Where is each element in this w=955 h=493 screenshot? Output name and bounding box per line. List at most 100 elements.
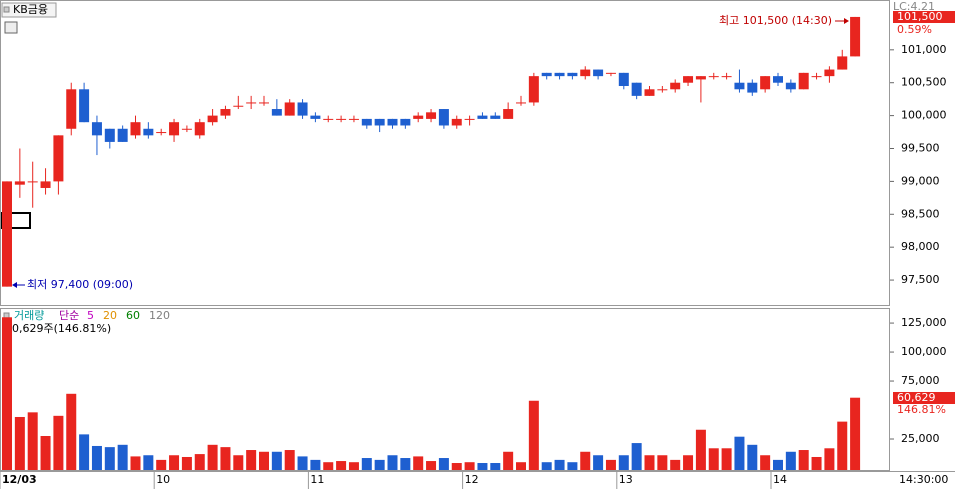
volume-bar xyxy=(451,463,462,470)
volume-bar xyxy=(798,450,809,470)
volume-bar xyxy=(708,448,719,470)
low-arrow-head xyxy=(12,282,17,288)
candle-body xyxy=(2,181,12,287)
candle-body xyxy=(605,72,616,74)
candle-body xyxy=(516,102,526,104)
candle-body xyxy=(220,109,231,116)
candle-body xyxy=(644,89,655,96)
candle-body xyxy=(104,128,115,142)
candle-body xyxy=(297,102,308,116)
x-tick-label: 10 xyxy=(156,473,170,486)
volume-bar xyxy=(516,462,526,470)
volume-bar xyxy=(683,455,694,470)
corner-label: LC:4.21 xyxy=(893,0,935,13)
y-tick-label: 100,000 xyxy=(901,109,947,122)
volume-bar xyxy=(323,462,334,470)
candle-body xyxy=(233,105,244,107)
candle-body xyxy=(773,76,783,83)
volume-bar xyxy=(605,459,616,470)
volume-bar xyxy=(580,451,591,470)
volume-bar xyxy=(40,436,51,470)
volume-bar xyxy=(387,455,398,470)
volume-bar xyxy=(644,455,655,470)
candle-body xyxy=(490,115,501,119)
candle-body xyxy=(207,115,218,123)
volume-bar xyxy=(104,447,115,470)
volume-bar xyxy=(233,455,244,470)
candle-body xyxy=(567,72,578,77)
last-price: 101,500 xyxy=(897,10,943,23)
candle-body xyxy=(708,76,719,78)
volume-bar xyxy=(490,463,501,470)
candle-body xyxy=(181,128,192,130)
candle-body xyxy=(130,122,141,136)
candle-body xyxy=(117,128,128,142)
volume-bar xyxy=(785,451,796,470)
change-label: 0.59% xyxy=(897,23,932,36)
title-box[interactable] xyxy=(1,2,57,18)
volume-bar xyxy=(181,456,192,470)
volume-bar xyxy=(438,458,449,470)
volume-bar xyxy=(413,456,424,470)
candle-body xyxy=(143,128,154,136)
candle-body xyxy=(310,115,321,119)
candle-body xyxy=(413,115,424,119)
volume-bar xyxy=(220,447,231,470)
candle-body xyxy=(348,118,359,120)
candle-body xyxy=(246,102,257,104)
volume-bar xyxy=(259,451,269,470)
volume-bar xyxy=(169,455,180,470)
marks: 97,50098,00098,50099,00099,500100,000100… xyxy=(0,16,947,489)
candle-body xyxy=(259,102,269,104)
volume-bar xyxy=(593,455,604,470)
volume-panel xyxy=(0,308,890,471)
volume-bar xyxy=(503,451,514,470)
volume-bar xyxy=(837,421,848,470)
candle-body xyxy=(798,72,809,90)
candle-body xyxy=(426,112,437,119)
x-tick-label: 13 xyxy=(619,473,633,486)
candle-body xyxy=(194,122,205,136)
y-tick-label: 25,000 xyxy=(901,432,940,445)
legend-ma-period: 120 xyxy=(149,309,170,322)
candle-body xyxy=(169,122,180,136)
x-tick-label: 12 xyxy=(465,473,479,486)
volume-bar xyxy=(400,458,411,470)
legend-ma-label: 단순 xyxy=(59,309,79,322)
volume-bar xyxy=(541,462,552,470)
x-tick-label: 14 xyxy=(773,473,787,486)
price-panel xyxy=(0,0,890,306)
volume-bar xyxy=(631,443,642,470)
y-tick-label: 97,500 xyxy=(901,273,940,286)
candle-body xyxy=(400,118,411,126)
volume-bar xyxy=(567,462,578,470)
table-icon[interactable] xyxy=(4,21,18,34)
y-tick-label: 75,000 xyxy=(901,374,940,387)
candle-body xyxy=(824,69,835,77)
volume-bar xyxy=(14,416,25,470)
legend-ma-period: 60 xyxy=(126,309,140,322)
volume-bar xyxy=(760,455,771,470)
y-tick-label: 98,000 xyxy=(901,240,940,253)
volume-bar xyxy=(657,455,668,470)
title-icon xyxy=(3,6,10,13)
candle-body xyxy=(91,122,102,136)
volume-bar xyxy=(284,450,295,470)
legend-ma-period: 20 xyxy=(103,309,117,322)
volume-bar xyxy=(66,393,77,470)
volume-bar xyxy=(310,459,321,470)
volume-bar xyxy=(554,459,565,470)
candle-body xyxy=(554,72,565,77)
candle-body xyxy=(79,89,90,123)
last-price-box xyxy=(893,11,955,23)
low-label: 최저 97,400 (09:00) xyxy=(27,278,133,291)
volume-bar xyxy=(824,448,835,470)
volume-bar xyxy=(374,459,385,470)
volume-bar xyxy=(27,412,38,470)
volume-bar xyxy=(79,434,90,470)
volume-bar xyxy=(850,397,861,470)
volume-bar xyxy=(297,456,308,470)
volume-bar xyxy=(670,459,681,470)
candle-body xyxy=(760,76,771,90)
candle-body xyxy=(323,118,334,120)
